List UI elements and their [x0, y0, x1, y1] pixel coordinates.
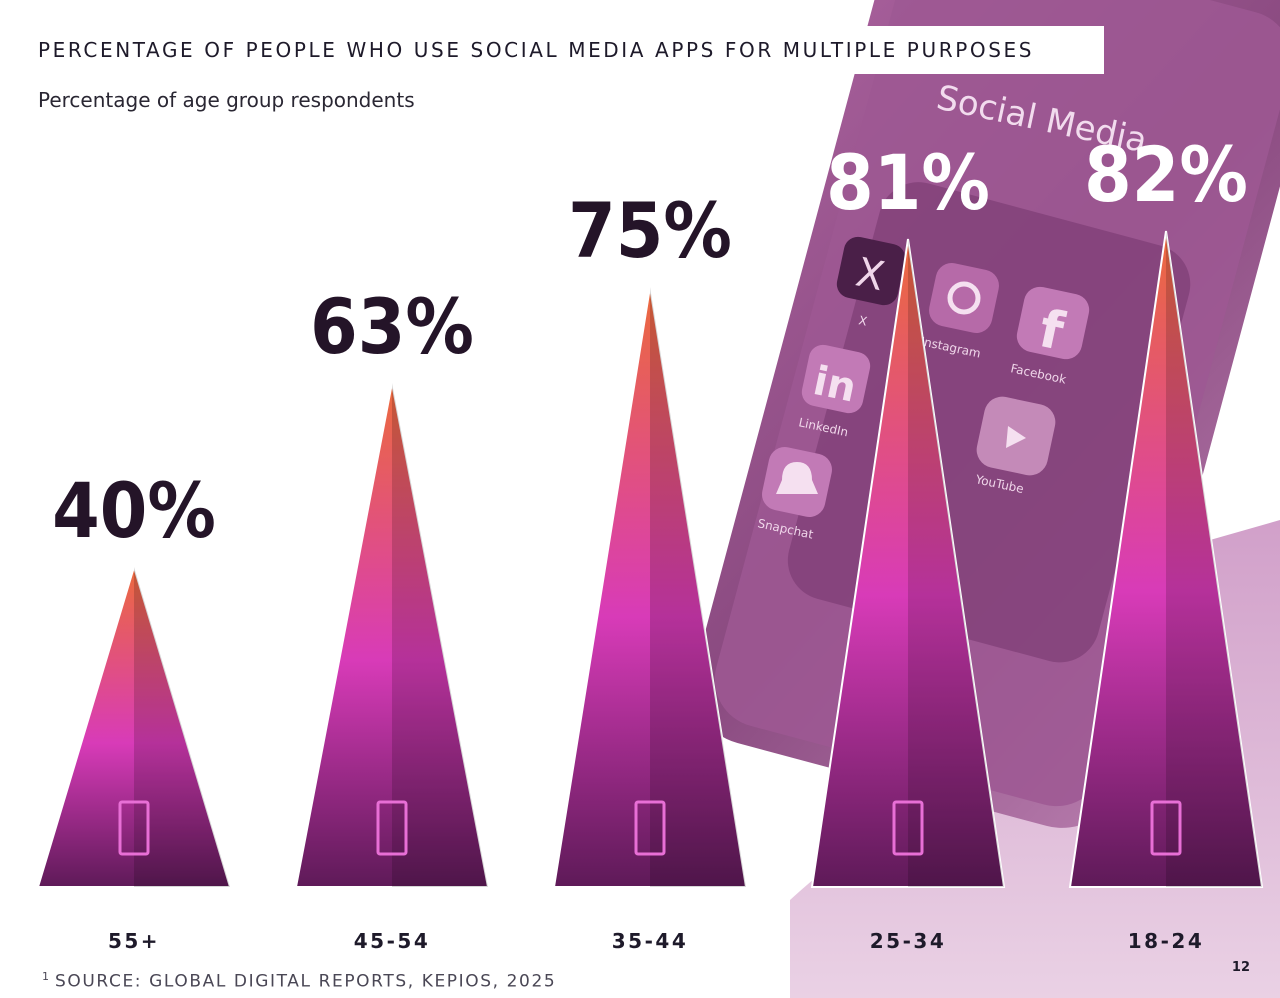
- category-label-55+: 55+: [108, 929, 160, 953]
- data-label-25-34: 81%: [826, 138, 990, 227]
- category-label-18-24: 18-24: [1128, 929, 1204, 953]
- bar-shade-35-44: [650, 287, 746, 887]
- svg-text:in: in: [809, 358, 860, 412]
- source-footnote: 1 SOURCE: GLOBAL DIGITAL REPORTS, KEPIOS,…: [42, 970, 556, 992]
- bar-18-24: [1068, 230, 1264, 888]
- category-label-45-54: 45-54: [354, 929, 430, 953]
- phone-icon: [376, 800, 408, 856]
- bar-shade-55+: [134, 567, 230, 887]
- category-label-35-44: 35-44: [612, 929, 688, 953]
- bar-shade-25-34: [908, 239, 1004, 887]
- chart-subtitle: Percentage of age group respondents: [38, 88, 415, 112]
- footnote-marker: 1: [42, 970, 49, 983]
- chart-title: PERCENTAGE OF PEOPLE WHO USE SOCIAL MEDI…: [38, 38, 1035, 62]
- page-number: 12: [1231, 960, 1250, 975]
- bar-55+: [36, 563, 232, 888]
- phone-icon: [634, 800, 666, 856]
- app-x-icon: X X: [836, 236, 906, 329]
- bar-25-34: [810, 238, 1006, 888]
- data-label-35-44: 75%: [568, 186, 732, 275]
- bar-shade-18-24: [1166, 231, 1262, 887]
- app-youtube-icon: YouTube: [973, 396, 1056, 496]
- svg-text:X: X: [857, 313, 868, 328]
- source-text: SOURCE: GLOBAL DIGITAL REPORTS, KEPIOS, …: [55, 971, 557, 992]
- category-label-25-34: 25-34: [870, 929, 946, 953]
- data-label-18-24: 82%: [1084, 130, 1248, 219]
- bar-35-44: [552, 286, 748, 888]
- phone-icon: [1150, 800, 1182, 856]
- bar-shade-45-54: [392, 383, 488, 887]
- phone-icon: [892, 800, 924, 856]
- phone-icon: [118, 800, 150, 856]
- title-background: [0, 26, 1104, 74]
- bar-45-54: [294, 382, 490, 888]
- data-label-55+: 40%: [52, 466, 216, 555]
- data-label-45-54: 63%: [310, 282, 474, 371]
